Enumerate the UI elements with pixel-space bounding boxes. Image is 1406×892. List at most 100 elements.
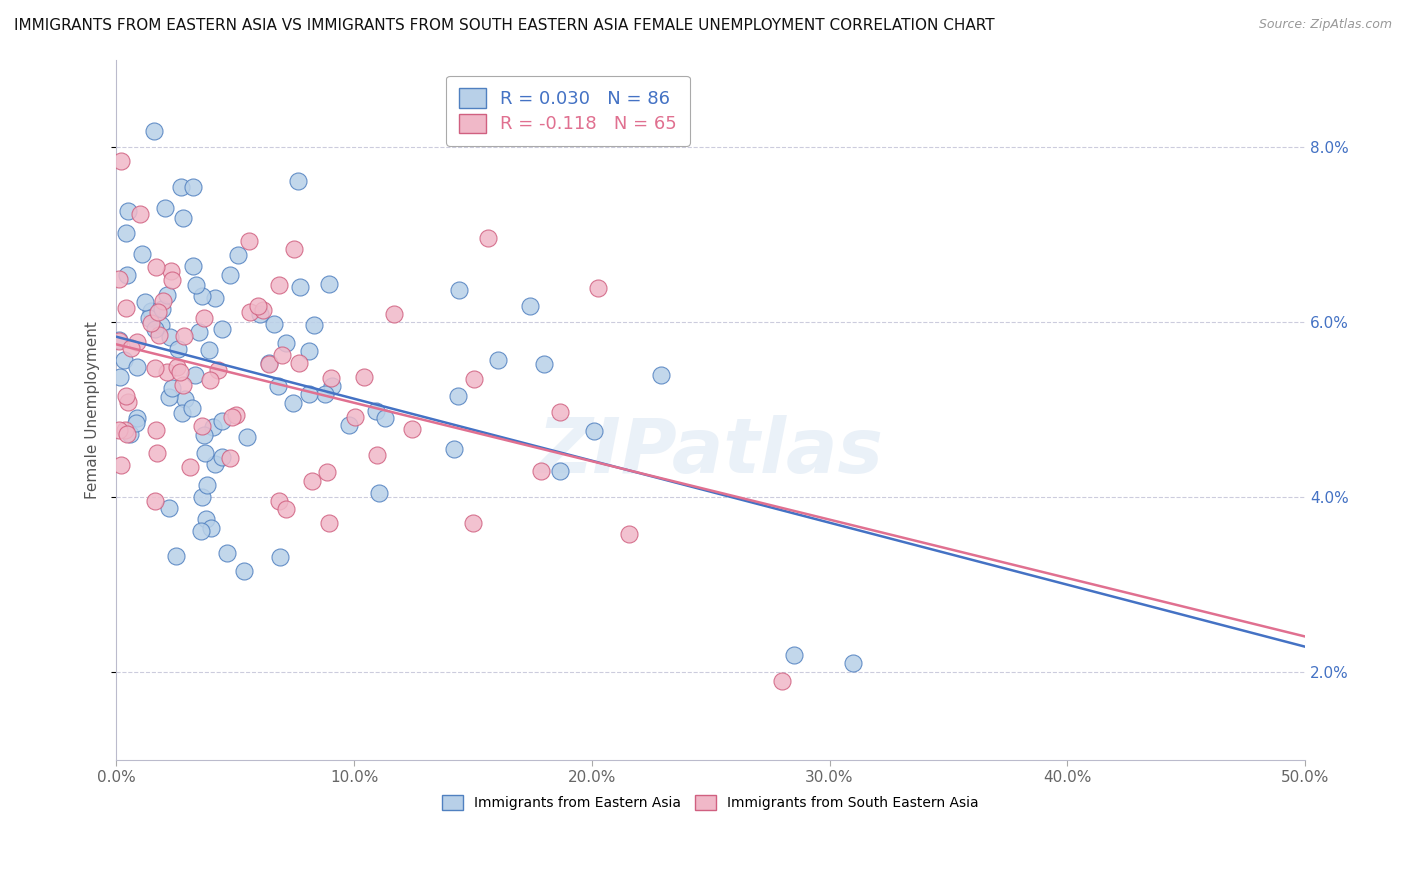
Point xyxy=(263,317,285,331)
Point xyxy=(162,273,184,287)
Point xyxy=(221,409,243,424)
Point xyxy=(131,247,153,261)
Point xyxy=(257,357,280,371)
Point xyxy=(842,657,865,671)
Point xyxy=(181,259,204,273)
Point xyxy=(247,299,270,313)
Point xyxy=(366,448,388,462)
Point xyxy=(156,365,179,379)
Point xyxy=(114,423,136,437)
Point xyxy=(548,464,571,478)
Point xyxy=(125,416,148,430)
Point xyxy=(145,423,167,437)
Point xyxy=(112,353,135,368)
Point xyxy=(156,288,179,302)
Y-axis label: Female Unemployment: Female Unemployment xyxy=(86,321,100,499)
Point xyxy=(583,424,606,438)
Point xyxy=(533,357,555,371)
Point xyxy=(201,419,224,434)
Point xyxy=(301,475,323,489)
Point xyxy=(287,174,309,188)
Point xyxy=(127,334,149,349)
Point xyxy=(110,153,132,168)
Point xyxy=(316,465,339,479)
Point xyxy=(382,307,405,321)
Point xyxy=(187,326,209,340)
Point xyxy=(172,378,194,392)
Point xyxy=(143,361,166,376)
Point xyxy=(152,293,174,308)
Point xyxy=(183,368,205,383)
Point xyxy=(107,333,129,347)
Point xyxy=(321,379,343,393)
Point xyxy=(172,211,194,225)
Point xyxy=(157,390,180,404)
Point xyxy=(181,401,204,416)
Point xyxy=(173,329,195,343)
Point xyxy=(115,301,138,315)
Point xyxy=(115,426,138,441)
Point xyxy=(257,356,280,370)
Point xyxy=(650,368,672,382)
Point xyxy=(267,493,290,508)
Point xyxy=(142,124,165,138)
Point xyxy=(374,411,396,425)
Point xyxy=(173,392,195,406)
Point xyxy=(586,281,609,295)
Point xyxy=(204,291,226,305)
Point xyxy=(319,371,342,385)
Point xyxy=(115,388,138,402)
Point xyxy=(269,550,291,565)
Point xyxy=(197,477,219,491)
Point xyxy=(449,283,471,297)
Point xyxy=(215,546,238,560)
Point xyxy=(115,268,138,283)
Point xyxy=(127,360,149,375)
Point xyxy=(195,511,218,525)
Point xyxy=(170,180,193,194)
Point xyxy=(318,516,340,530)
Point xyxy=(344,410,367,425)
Point xyxy=(191,289,214,303)
Point xyxy=(179,460,201,475)
Point xyxy=(134,294,156,309)
Point xyxy=(211,321,233,335)
Point xyxy=(218,451,240,466)
Point xyxy=(125,411,148,425)
Point xyxy=(120,341,142,355)
Point xyxy=(288,280,311,294)
Point xyxy=(145,260,167,274)
Point xyxy=(166,359,188,374)
Point xyxy=(461,516,484,530)
Point xyxy=(181,180,204,194)
Point xyxy=(783,648,806,662)
Point xyxy=(138,310,160,325)
Point xyxy=(198,343,221,358)
Point xyxy=(184,278,207,293)
Point xyxy=(486,353,509,368)
Point xyxy=(143,322,166,336)
Point xyxy=(283,243,305,257)
Point xyxy=(145,446,167,460)
Point xyxy=(298,386,321,401)
Point xyxy=(368,486,391,500)
Point xyxy=(107,334,129,348)
Point xyxy=(550,405,572,419)
Point xyxy=(143,494,166,508)
Point xyxy=(128,207,150,221)
Point xyxy=(530,464,553,478)
Point xyxy=(117,204,139,219)
Point xyxy=(193,428,215,442)
Point xyxy=(281,395,304,409)
Point xyxy=(225,409,247,423)
Point xyxy=(238,234,260,248)
Point xyxy=(288,356,311,370)
Point xyxy=(619,527,641,541)
Point xyxy=(117,395,139,409)
Point xyxy=(298,343,321,358)
Point xyxy=(107,424,129,438)
Point xyxy=(148,328,170,343)
Point xyxy=(159,329,181,343)
Point xyxy=(153,201,176,215)
Point xyxy=(267,278,290,293)
